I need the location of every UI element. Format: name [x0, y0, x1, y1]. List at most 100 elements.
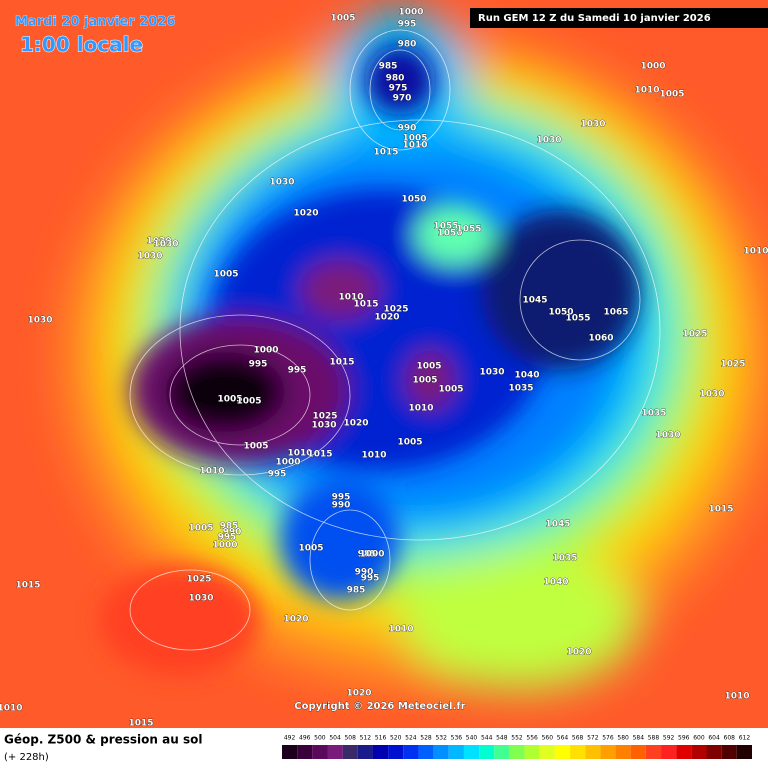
- pressure-label: 995: [361, 574, 380, 584]
- colorbar-tick-label: 508: [344, 735, 356, 742]
- pressure-label: 1035: [552, 554, 577, 564]
- pressure-label: 1030: [536, 136, 561, 146]
- colorbar-tick-label: 584: [633, 735, 645, 742]
- pressure-label: 985: [220, 522, 239, 532]
- pressure-label: 1010: [287, 449, 312, 459]
- pressure-label: 1015: [329, 358, 354, 368]
- pressure-label: 985: [358, 550, 377, 560]
- color-swatch: [645, 745, 662, 759]
- pressure-label: 1020: [374, 313, 399, 323]
- pressure-label: 1030: [655, 431, 680, 441]
- pressure-label: 1015: [15, 581, 40, 591]
- colorbar-tick-label: 604: [708, 735, 720, 742]
- legend-bar: Géop. Z500 & pression au sol (+ 228h) 49…: [4, 733, 752, 763]
- pressure-label: 1005: [412, 376, 437, 386]
- pressure-label: 1025: [312, 412, 337, 422]
- pressure-label: 970: [393, 94, 412, 104]
- color-swatch: [676, 745, 692, 759]
- colorbar-tick-label: 532: [435, 735, 447, 742]
- pressure-label: 1000: [359, 550, 384, 560]
- pressure-label: 990: [355, 568, 374, 578]
- color-swatch: [630, 745, 646, 759]
- color-swatch: [388, 745, 404, 759]
- colorbar-tick-label: 496: [299, 735, 311, 742]
- pressure-label: 1055: [433, 222, 458, 232]
- pressure-label: 1025: [383, 305, 408, 315]
- pressure-label: 1030: [311, 421, 336, 431]
- pressure-label: 1015: [353, 300, 378, 310]
- pressure-label: 1010: [634, 86, 659, 96]
- colorbar-tick-label: 564: [557, 735, 569, 742]
- colorbar-tick-label: 580: [617, 735, 629, 742]
- pressure-label: 1010: [408, 404, 433, 414]
- pressure-label: 1020: [283, 615, 308, 625]
- pressure-label: 1005: [402, 134, 427, 144]
- pressure-label: 1025: [186, 575, 211, 585]
- pressure-label: 1035: [641, 409, 666, 419]
- color-swatch: [418, 745, 434, 759]
- color-swatch: [312, 745, 328, 759]
- pressure-label: 1030: [146, 237, 171, 247]
- pressure-label: 995: [249, 360, 268, 370]
- colorbar-tick-label: 612: [739, 735, 751, 742]
- pressure-label: 995: [288, 366, 307, 376]
- pressure-label: 1000: [640, 62, 665, 72]
- pressure-label: 1045: [545, 520, 570, 530]
- colorbar-tick-label: 544: [481, 735, 493, 742]
- copyright: Copyright © 2026 Meteociel.fr: [294, 701, 465, 712]
- pressure-label: 1065: [603, 308, 628, 318]
- colorbar-tick-label: 504: [329, 735, 341, 742]
- pressure-label: 1050: [437, 229, 462, 239]
- color-swatch: [357, 745, 373, 759]
- colorbar-tick-label: 568: [572, 735, 584, 742]
- pressure-label: 1005: [217, 395, 242, 405]
- pressure-label: 1030: [580, 120, 605, 130]
- pressure-label: 1000: [212, 541, 237, 551]
- colorbar-tick-label: 528: [420, 735, 432, 742]
- isobars: [129, 29, 661, 651]
- time-label: 1:00 locale: [20, 33, 143, 57]
- pressure-label: 1010: [724, 692, 749, 702]
- color-swatch: [539, 745, 555, 759]
- pressure-label: 995: [218, 533, 237, 543]
- color-swatch: [509, 745, 525, 759]
- pressure-label: 990: [332, 501, 351, 511]
- pressure-label: 1015: [373, 148, 398, 158]
- date-label: Mardi 20 janvier 2026: [15, 15, 175, 30]
- pressure-label: 1040: [543, 578, 568, 588]
- legend-subtitle: (+ 228h): [4, 752, 49, 763]
- weather-map: Run GEM 12 Z du Samedi 10 janvier 2026 M…: [0, 0, 768, 728]
- colorbar-tick-label: 556: [526, 735, 538, 742]
- pressure-label: 1020: [346, 689, 371, 699]
- colorbar-tick-label: 596: [678, 735, 690, 742]
- color-swatch: [721, 745, 737, 759]
- pressure-label: 1030: [188, 594, 213, 604]
- colorbar-tick-label: 540: [466, 735, 478, 742]
- pressure-label: 1005: [416, 362, 441, 372]
- colorbar-tick-label: 516: [375, 735, 387, 742]
- run-box: [470, 8, 768, 28]
- pressure-label: 1025: [682, 330, 707, 340]
- pressure-label: 1010: [338, 293, 363, 303]
- pressure-label: 1005: [659, 90, 684, 100]
- colorbar-tick-label: 552: [511, 735, 523, 742]
- colorbar-tick-label: 572: [587, 735, 599, 742]
- pressure-label: 1010: [361, 451, 386, 461]
- colorbar-tick-label: 520: [390, 735, 402, 742]
- pressure-label: 1005: [188, 524, 213, 534]
- color-swatch: [327, 745, 343, 759]
- pressure-label: 1010: [199, 467, 224, 477]
- pressure-label: 995: [332, 493, 351, 503]
- colorbar-tick-label: 524: [405, 735, 417, 742]
- color-swatch: [600, 745, 616, 759]
- colorbar-tick-label: 608: [724, 735, 736, 742]
- pressure-label: 1000: [398, 8, 423, 18]
- pressure-label: 1020: [293, 209, 318, 219]
- pressure-label: 1030: [153, 240, 178, 250]
- color-swatch: [342, 745, 358, 759]
- color-swatch: [585, 745, 601, 759]
- pressure-label: 1005: [438, 385, 463, 395]
- pressure-label: 1005: [243, 442, 268, 452]
- pressure-label: 1030: [699, 390, 724, 400]
- pressure-label: 1020: [343, 419, 368, 429]
